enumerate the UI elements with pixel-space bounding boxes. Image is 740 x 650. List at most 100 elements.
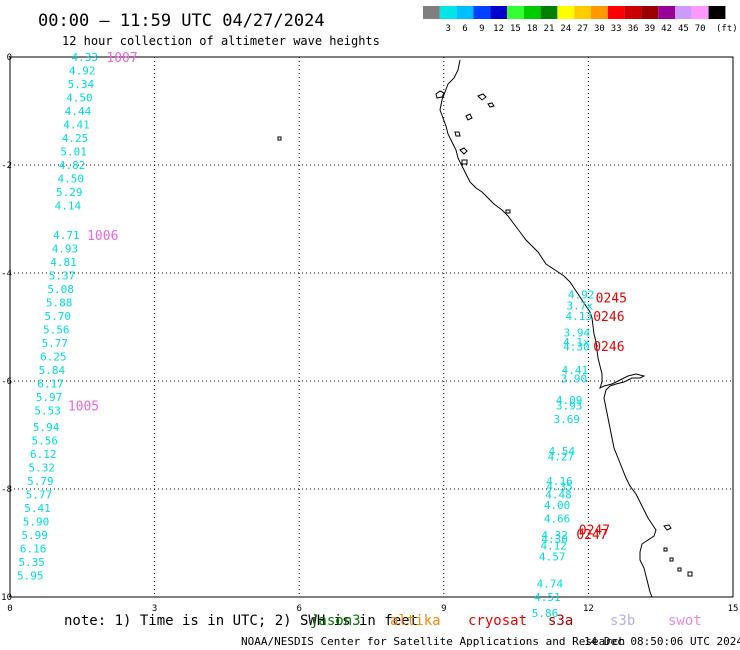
swh-value-label: 5.32 [29,461,56,474]
swh-value-label: 4.92 [69,65,96,78]
swh-value-label: 4.50 [57,173,84,186]
legend-swatch [423,6,440,19]
y-axis-tick-labels: 0 -2 -4 -6 -8 -10 [0,53,12,603]
swh-value-label: 4.16 [546,475,573,488]
satellite-label-s3b: s3b [610,613,635,629]
swh-value-label: 4.74 [537,578,564,591]
swh-value-label: 4.82 [59,159,86,172]
island-12 [669,557,674,562]
swh-value-label: 4.32 [541,529,568,542]
legend-swatch [607,6,625,19]
map-frame [9,56,734,598]
swh-value-label: 4.25 [62,132,89,145]
coastline [277,59,693,598]
swh-value-label: 5.29 [56,186,83,199]
swh-value-label: 4.00 [544,499,571,512]
legend-tick-label: 9 [479,24,484,34]
page-title: 00:00 – 11:59 UTC 04/27/2024 [38,11,325,31]
legend-tick-label: 3 [445,24,450,34]
swh-value-label: 5.99 [21,529,48,542]
y-tick-label: 0 [7,53,12,63]
swh-value-label: 4.30 [541,533,568,546]
legend-unit: (ft) [716,24,738,34]
map-grid [10,57,733,597]
swh-value-label: 5.70 [44,310,71,323]
x-tick-label: 9 [441,604,446,614]
wave-height-color-scale: 3 6 9 12 15 18 21 24 27 30 33 36 39 42 45 70 (ft) [423,6,738,34]
swh-value-label: 3.94 [564,326,591,339]
island-1 [435,90,445,99]
legend-tick-label: 18 [527,24,538,34]
satellite-label-altika: altika [390,613,441,629]
pass-time-label: 1007 [106,51,137,66]
swh-value-label: 5.56 [31,434,58,447]
y-tick-label: -2 [1,161,12,171]
swh-value-label: 5.34 [68,78,95,91]
swh-value-label: 4.12 [540,540,567,553]
legend-tick-label: 33 [611,24,622,34]
swh-value-label: 5.86 [532,607,559,620]
legend-swatch [591,6,608,19]
legend-tick-label: 6 [462,24,467,34]
swh-value-label: 4.48 [545,488,572,501]
swh-value-label: 5.97 [36,391,63,404]
swh-value-label: 3.90 [561,372,588,385]
legend-tick-label: 24 [560,24,571,34]
swh-value-label: 4.51 [534,591,561,604]
legend-swatch [658,6,675,19]
legend-tick-label: 45 [678,24,689,34]
legend-swatch [675,6,692,19]
swh-value-label: 4.14 [55,200,82,213]
swh-value-label: 5.84 [39,364,66,377]
swh-value-label: 5.94 [33,421,60,434]
legend-tick-label: 15 [510,24,521,34]
swh-value-label: 4.13 [566,310,593,323]
island-3 [487,102,495,108]
swh-value-label: 6.12 [30,448,57,461]
swh-value-label: 4.66 [544,513,571,526]
satellite-legend: jason3 altika cryosat s3a s3b swot [310,613,702,629]
island-7 [461,159,468,165]
swh-value-label: 4.81 [50,256,77,269]
legend-tick-label: 27 [577,24,588,34]
island-2 [477,93,487,101]
pass-time-label: 0247 [576,528,607,543]
island-14 [687,571,693,577]
legend-tick-label: 39 [644,24,655,34]
pass-time-label: 0245 [596,291,627,306]
island-6 [459,147,468,155]
legend-swatch [540,6,558,19]
island-5 [454,131,461,137]
legend-tick-label: 36 [628,24,639,34]
swh-value-label: 4.50 [66,92,93,105]
swh-value-label: 5.53 [34,405,61,418]
x-tick-label: 0 [7,604,12,614]
satellite-label-cryosat: cryosat [468,613,527,629]
y-tick-label: -4 [1,269,12,279]
legend-tick-label: 42 [661,24,672,34]
swh-value-label: 4.92 [568,289,595,302]
island-13 [677,567,682,572]
legend-swatch [557,6,575,19]
legend-swatch [507,6,524,19]
island-4 [465,113,473,121]
pass-time-label: 0247 [579,524,610,539]
legend-swatch [708,6,726,19]
swh-value-label: 5.37 [49,270,76,283]
x-tick-label: 6 [296,604,301,614]
x-tick-label: 3 [152,604,157,614]
track-swot: 4.334.925.344.504.444.414.255.014.824.50… [17,51,138,582]
swh-value-label: 4.35 [546,480,573,493]
pass-time-label: 0246 [593,340,624,355]
swh-value-label: 6.16 [20,542,47,555]
island-10 [663,524,672,531]
altimeter-tracks: 4.334.925.344.504.444.414.255.014.824.50… [17,51,627,620]
swh-value-label: 4.1x [563,336,590,349]
swh-value-label: 3.69 [553,413,580,426]
legend-tick-label: 70 [695,24,706,34]
swh-value-label: 5.01 [60,146,87,159]
legend-swatch [473,6,491,19]
satellite-label-s3a: s3a [548,613,573,629]
satellite-label-jason3: jason3 [310,613,361,629]
